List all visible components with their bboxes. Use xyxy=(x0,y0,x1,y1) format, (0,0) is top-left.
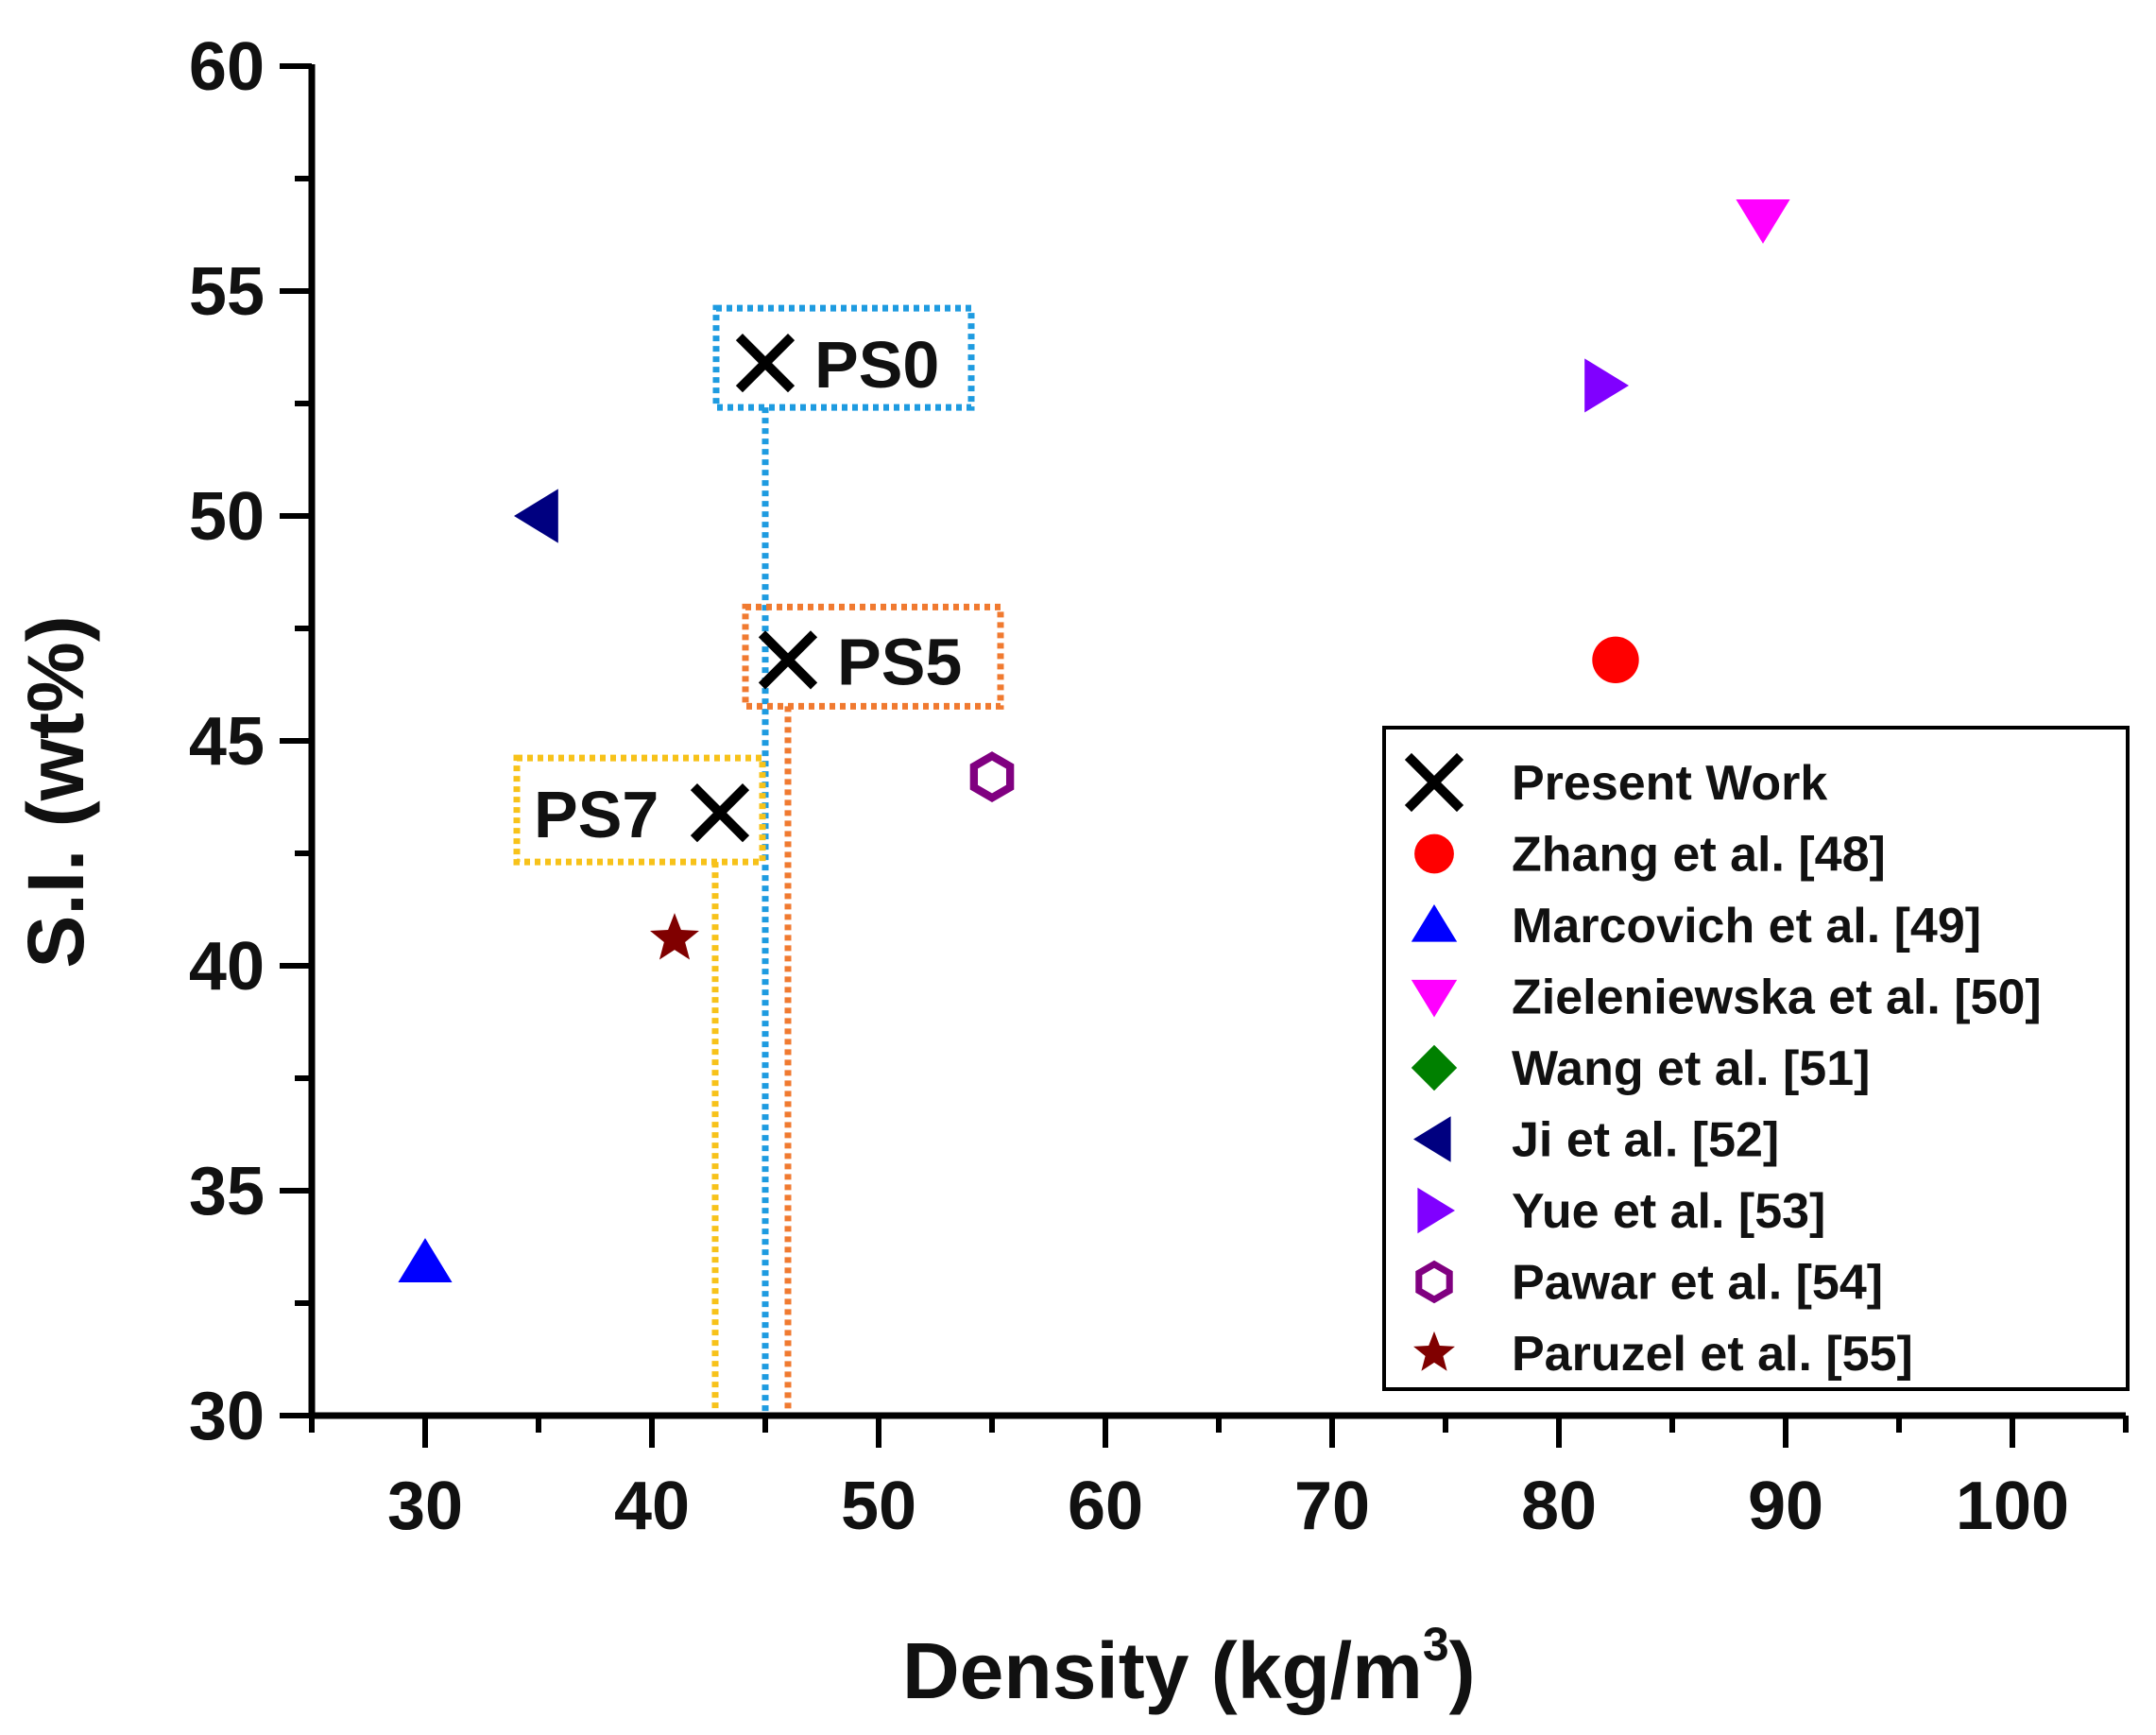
legend-label: Wang et al. [51] xyxy=(1512,1041,1870,1096)
callout-box xyxy=(742,603,1004,710)
y-tick-label: 50 xyxy=(189,479,265,555)
data-points xyxy=(398,199,1790,1282)
x-tick-label: 100 xyxy=(1956,1469,2069,1544)
legend-entry: Paruzel et al. [55] xyxy=(1413,1327,1913,1382)
callout-ps7: PS7 xyxy=(513,754,766,1416)
legend-marker-triangle-up xyxy=(1411,904,1458,942)
data-point-triangle-down xyxy=(1736,199,1790,244)
legend-entry: Present Work xyxy=(1404,752,1827,813)
legend-entry: Marcovich et al. [49] xyxy=(1411,899,1981,953)
legend-label: Zhang et al. [48] xyxy=(1512,828,1886,883)
x-tick-label: 60 xyxy=(1068,1469,1143,1544)
y-tick-label: 55 xyxy=(189,254,265,330)
legend-entry: Zhang et al. [48] xyxy=(1414,828,1886,883)
x-tick-label: 80 xyxy=(1521,1469,1597,1544)
callout-box xyxy=(513,754,766,866)
legend-marker-x xyxy=(1404,752,1464,813)
legend-marker-triangle-right xyxy=(1417,1187,1455,1234)
y-tick-label: 35 xyxy=(189,1154,265,1229)
callout-ps5: PS5 xyxy=(742,603,1004,1416)
data-point-x xyxy=(690,783,750,843)
legend-label: Present Work xyxy=(1512,756,1827,811)
legend-marker-star xyxy=(1413,1331,1455,1371)
y-tick-label: 30 xyxy=(189,1379,265,1454)
x-axis-title-main: Density (kg/m xyxy=(902,1626,1423,1715)
legend-label: Marcovich et al. [49] xyxy=(1512,899,1981,953)
x-axis-title: Density (kg/m3) xyxy=(902,1618,1476,1715)
legend-label: Yue et al. [53] xyxy=(1512,1184,1825,1239)
callout-label: PS5 xyxy=(837,625,962,698)
y-tick-label: 45 xyxy=(189,704,265,780)
callout-label: PS7 xyxy=(534,778,659,851)
x-tick-label: 40 xyxy=(614,1469,690,1544)
x-tick-label: 50 xyxy=(841,1469,916,1544)
legend-marker-circle xyxy=(1414,833,1454,874)
legend-label: Ji et al. [52] xyxy=(1512,1113,1779,1168)
legend-marker-diamond xyxy=(1411,1044,1458,1091)
y-axis-title: S.I. (wt%) xyxy=(11,615,100,968)
legend-label: Paruzel et al. [55] xyxy=(1512,1327,1913,1382)
callouts: PS0 PS5 PS7 xyxy=(513,304,1004,1416)
legend-marker-triangle-left xyxy=(1413,1116,1451,1162)
callout-box xyxy=(712,304,975,411)
data-point-circle xyxy=(1592,636,1639,684)
legend-marker-hexagon-open xyxy=(1415,1260,1453,1304)
callout-ps0: PS0 xyxy=(712,304,975,1416)
legend-label: Pawar et al. [54] xyxy=(1512,1256,1883,1311)
data-point-triangle-left xyxy=(514,489,558,543)
x-tick-label: 90 xyxy=(1748,1469,1823,1544)
legend-entry: Wang et al. [51] xyxy=(1411,1041,1870,1096)
data-point-star xyxy=(650,913,699,960)
y-tick-label: 40 xyxy=(189,929,265,1005)
legend-entry: Ji et al. [52] xyxy=(1413,1113,1779,1168)
axes: 30 35 40 45 50 55 60 30 40 50 60 70 80 90 100 xyxy=(189,29,2129,1544)
legend-entry: Pawar et al. [54] xyxy=(1415,1256,1883,1311)
x-tick-label: 70 xyxy=(1294,1469,1370,1544)
x-tick-label: 30 xyxy=(387,1469,463,1544)
data-point-x xyxy=(758,630,818,690)
legend-frame xyxy=(1382,726,2130,1391)
data-point-hexagon-open xyxy=(969,751,1015,802)
legend: Present Work Zhang et al. [48] Marcovich e… xyxy=(1382,726,2130,1391)
x-axis-title-suffix: ) xyxy=(1449,1626,1476,1715)
data-point-triangle-right xyxy=(1584,358,1629,413)
x-axis-title-superscript: 3 xyxy=(1423,1618,1449,1671)
data-point-triangle-up xyxy=(398,1238,453,1282)
legend-marker-triangle-down xyxy=(1411,979,1458,1018)
data-point-x xyxy=(735,334,796,393)
legend-label: Zieleniewska et al. [50] xyxy=(1512,971,2042,1025)
y-tick-label: 60 xyxy=(189,29,265,105)
legend-entry: Yue et al. [53] xyxy=(1417,1184,1825,1239)
callout-label: PS0 xyxy=(814,328,939,402)
legend-entry: Zieleniewska et al. [50] xyxy=(1411,971,2042,1025)
